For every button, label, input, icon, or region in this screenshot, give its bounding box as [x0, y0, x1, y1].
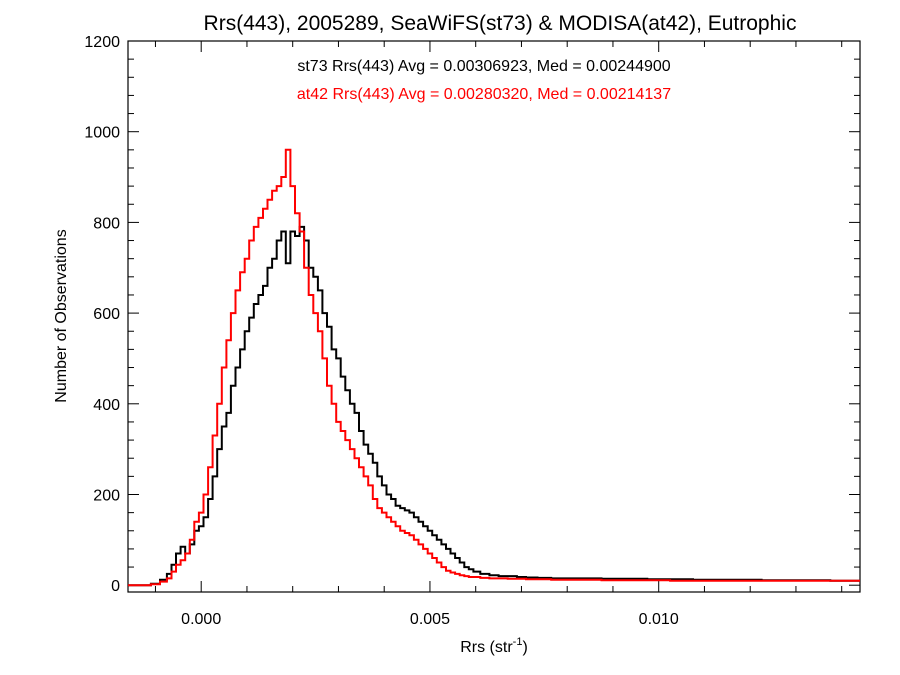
plot-frame [127, 40, 861, 593]
legend-entry-st73: st73 Rrs(443) Avg = 0.00306923, Med = 0.… [297, 58, 670, 75]
legend-entry-at42: at42 Rrs(443) Avg = 0.00280320, Med = 0.… [297, 86, 671, 103]
y-tick-label: 800 [93, 215, 120, 232]
x-axis-label-superscript: -1 [513, 636, 523, 648]
y-tick-label: 1200 [84, 34, 120, 51]
x-axis-label: Rrs (str-1) [460, 636, 528, 656]
y-tick-label: 200 [93, 487, 120, 504]
y-tick-label: 400 [93, 397, 120, 414]
y-axis-tick-labels: 0 200 400 600 800 1000 1200 [84, 34, 120, 595]
y-tick-label: 1000 [84, 125, 120, 142]
series-st73-histogram [128, 225, 860, 587]
y-axis-ticks [128, 40, 860, 586]
x-axis-label-close: ) [522, 639, 527, 656]
x-tick-label: 0.005 [410, 611, 450, 628]
y-axis-label: Number of Observations [53, 229, 70, 402]
x-tick-label: 0.000 [181, 611, 221, 628]
series-layer [128, 148, 860, 587]
x-tick-label: 0.010 [639, 611, 679, 628]
y-tick-label: 600 [93, 306, 120, 323]
x-axis-ticks [154, 41, 843, 592]
chart-title: Rrs(443), 2005289, SeaWiFS(st73) & MODIS… [204, 12, 797, 35]
y-tick-label: 0 [111, 578, 120, 595]
x-axis-label-main: Rrs (str [460, 639, 513, 656]
series-at42-histogram [128, 148, 860, 587]
x-axis-tick-labels: 0.000 0.005 0.010 [181, 611, 679, 628]
